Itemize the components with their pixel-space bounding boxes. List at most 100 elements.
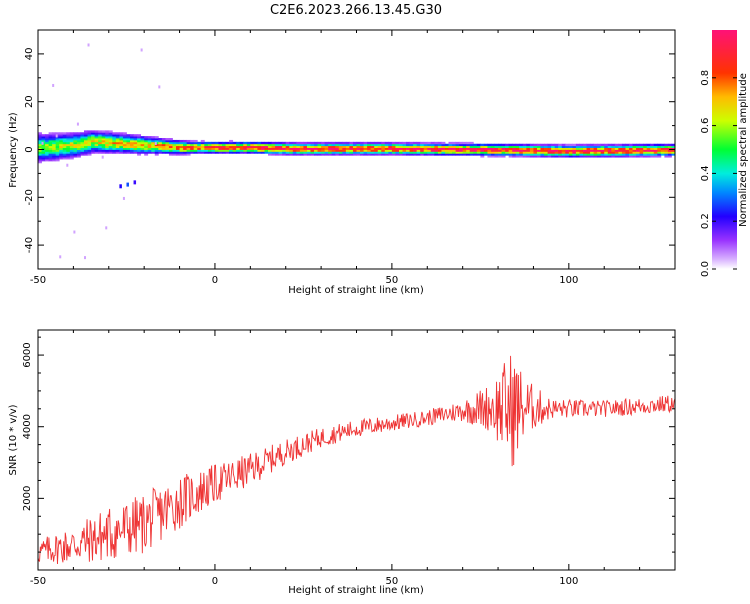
spectrogram-cell xyxy=(345,147,350,150)
spectrogram-cell xyxy=(190,149,195,152)
spectrogram-cell xyxy=(101,147,106,150)
spectrogram-cell xyxy=(292,153,297,156)
spectrogram-cell xyxy=(314,151,318,154)
spectrogram-cell xyxy=(427,147,432,150)
spectrogram-cell xyxy=(200,141,205,145)
spectrogram-cell xyxy=(176,141,180,145)
spectrogram-cell xyxy=(533,155,538,158)
spectrogram-cell xyxy=(483,153,488,156)
spectrogram-cell xyxy=(611,151,616,154)
spectrogram-cell xyxy=(48,143,53,147)
spectrogram-cell xyxy=(352,147,357,150)
spectrogram-cell xyxy=(289,141,294,145)
spectrogram-cell xyxy=(657,151,662,154)
spectrogram-cell xyxy=(190,147,195,150)
spectrogram-cell xyxy=(335,149,340,152)
spectrogram-cell xyxy=(66,138,71,141)
spectrogram-cell xyxy=(653,145,658,148)
spectrogram-cell xyxy=(310,147,315,150)
spectrogram-cell xyxy=(544,153,548,156)
spectrogram-cell xyxy=(306,153,311,156)
spectrogram-cell xyxy=(321,149,326,152)
spectrogram-noise-cell xyxy=(59,255,62,259)
spectrogram-cell xyxy=(597,145,602,148)
spectrogram-cell xyxy=(568,153,573,156)
spectrogram-cell xyxy=(660,151,665,154)
spectrogram-cell xyxy=(130,136,134,139)
spectrogram-cell xyxy=(356,153,361,156)
spectrogram-cell xyxy=(172,139,177,143)
spectrogram-cell xyxy=(660,147,665,150)
spectrogram-cell xyxy=(158,139,163,143)
spectrogram-cell xyxy=(413,145,418,148)
spectrogram-cell xyxy=(466,141,471,145)
spectrogram-cell xyxy=(586,147,591,150)
spectrogram-cell xyxy=(671,153,676,156)
spectrogram-cell xyxy=(176,139,180,143)
spectrogram-cell xyxy=(52,159,57,162)
spectrogram-cell xyxy=(222,143,226,147)
spectrogram-cell xyxy=(91,141,96,145)
spectrogram-cell xyxy=(469,141,474,145)
spectrogram-cell xyxy=(246,141,251,145)
spectrogram-cell xyxy=(498,153,502,156)
spectrogram-cell xyxy=(660,153,665,156)
spectrogram-cell xyxy=(190,141,195,145)
spectrogram-cell xyxy=(533,145,538,148)
spectrogram-cell xyxy=(384,151,389,154)
spectrogram-cell xyxy=(246,145,251,148)
spectrogram-cell xyxy=(363,147,368,150)
spectrogram-cell xyxy=(349,147,354,150)
spectrogram-cell xyxy=(360,145,364,148)
spectrogram-cell xyxy=(282,147,287,150)
spectrogram-cell xyxy=(211,143,216,147)
spectrogram-cell xyxy=(115,147,120,150)
spectrogram-cell xyxy=(133,141,138,145)
spectrogram-cell xyxy=(69,149,74,152)
spectrogram-cell xyxy=(625,155,630,158)
spectrogram-cell xyxy=(317,153,322,156)
spectrogram-cell xyxy=(218,149,223,152)
spectrogram-cell xyxy=(671,143,676,147)
spectrogram-cell xyxy=(558,151,563,154)
spectrogram-cell xyxy=(225,143,230,147)
spectrogram-cell xyxy=(176,145,180,148)
spectrogram-cell xyxy=(384,145,389,148)
spectrogram-cell xyxy=(91,139,96,143)
spectrogram-cell xyxy=(370,151,375,154)
spectrogram-cell xyxy=(621,145,626,148)
spectrogram-cell xyxy=(66,157,71,160)
spectrogram-cell xyxy=(80,151,85,154)
spectrogram-cell xyxy=(179,145,184,148)
spectrogram-cell xyxy=(586,155,591,158)
spectrogram-cell xyxy=(94,143,99,147)
spectrogram-cell xyxy=(207,151,212,154)
spectrogram-cell xyxy=(628,153,633,156)
spectrogram-cell xyxy=(137,143,142,147)
spectrogram-cell xyxy=(246,143,251,147)
spectrogram-cell xyxy=(253,151,258,154)
spectrogram-cell xyxy=(575,149,580,152)
spectrogram-cell xyxy=(646,143,651,147)
spectrogram-cell xyxy=(480,145,485,148)
spectrogram-cell xyxy=(59,136,64,139)
spectrogram-cell xyxy=(268,141,272,145)
spectrogram-cell xyxy=(452,153,456,156)
spectrogram-cell xyxy=(179,153,184,156)
spectrogram-cell xyxy=(575,151,580,154)
spectrogram-cell xyxy=(299,143,304,147)
spectrogram-cell xyxy=(643,145,648,148)
snr-xtick-label: 0 xyxy=(212,576,218,587)
spectrogram-cell xyxy=(168,141,173,145)
spectrogram-cell xyxy=(427,143,432,147)
spectrogram-cell xyxy=(519,147,524,150)
spectrogram-cell xyxy=(204,147,209,150)
spectrogram-cell xyxy=(73,132,78,135)
spectrogram-cell xyxy=(119,139,124,143)
spectrogram-cell xyxy=(505,149,510,152)
spectrogram-cell xyxy=(193,147,198,150)
spectrogram-cell xyxy=(179,147,184,150)
spectrogram-cell xyxy=(664,145,669,148)
spectrogram-cell xyxy=(144,147,149,150)
spectrogram-cell xyxy=(490,151,495,154)
